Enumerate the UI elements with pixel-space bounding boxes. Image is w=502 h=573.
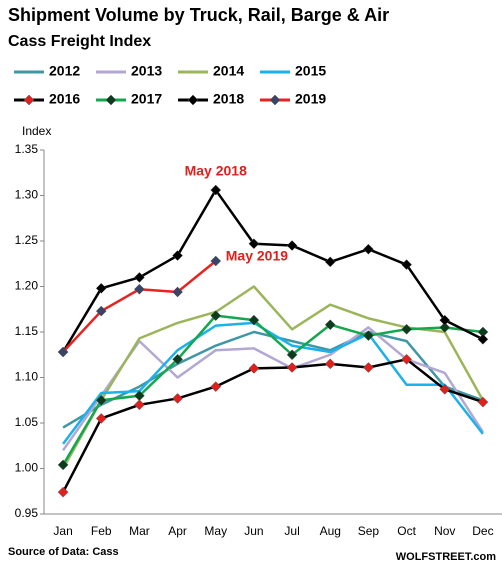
annotation: May 2019 bbox=[226, 248, 288, 264]
series-marker bbox=[172, 250, 183, 261]
series-marker bbox=[248, 238, 260, 250]
chart-title: Shipment Volume by Truck, Rail, Barge & … bbox=[8, 5, 389, 25]
x-tick-label: Sep bbox=[358, 524, 380, 538]
series-marker bbox=[134, 283, 145, 295]
series-marker bbox=[95, 394, 107, 406]
y-tick-label: 1.05 bbox=[15, 415, 39, 429]
legend-label: 2013 bbox=[131, 63, 162, 79]
series-marker bbox=[363, 330, 374, 341]
series-marker bbox=[210, 184, 222, 196]
series-marker bbox=[401, 353, 412, 365]
legend-marker bbox=[105, 94, 117, 106]
y-tick-label: 1.15 bbox=[15, 324, 39, 338]
series-marker bbox=[324, 358, 336, 370]
series-marker bbox=[439, 322, 451, 333]
series-marker bbox=[286, 240, 298, 251]
legend-label: 2012 bbox=[49, 63, 80, 79]
series-marker bbox=[57, 486, 69, 498]
series-line bbox=[62, 321, 484, 445]
series-line bbox=[61, 285, 485, 470]
legend-label: 2019 bbox=[295, 91, 326, 107]
series-marker bbox=[172, 353, 183, 365]
brand: WOLFSTREET.com bbox=[396, 551, 496, 563]
x-tick-label: Apr bbox=[168, 524, 187, 538]
y-tick-label: 1.20 bbox=[15, 279, 39, 293]
y-axis-label: Index bbox=[22, 124, 51, 138]
series-marker bbox=[477, 396, 489, 408]
legend-marker bbox=[187, 94, 199, 106]
series-marker bbox=[363, 243, 374, 255]
series-marker bbox=[286, 362, 298, 373]
x-tick-label: Dec bbox=[472, 524, 493, 538]
x-tick-label: Feb bbox=[91, 524, 112, 538]
series-line bbox=[62, 314, 484, 466]
series-marker bbox=[248, 314, 260, 326]
series-marker bbox=[286, 349, 298, 361]
series-line bbox=[62, 188, 484, 353]
x-tick-label: Jan bbox=[53, 524, 72, 538]
series-marker bbox=[95, 413, 107, 424]
series-marker bbox=[134, 272, 145, 283]
x-tick-label: Oct bbox=[397, 524, 416, 538]
series-marker bbox=[172, 393, 183, 404]
series-marker bbox=[248, 363, 260, 374]
x-tick-label: Nov bbox=[434, 524, 455, 538]
x-tick-label: Aug bbox=[320, 524, 341, 538]
series-marker bbox=[57, 346, 69, 358]
series-marker bbox=[324, 319, 336, 331]
legend-label: 2018 bbox=[213, 91, 244, 107]
series-line bbox=[62, 330, 484, 429]
x-tick-label: May bbox=[204, 524, 227, 538]
series-line bbox=[61, 358, 484, 493]
chart-subtitle: Cass Freight Index bbox=[8, 33, 151, 50]
x-tick-label: Jun bbox=[244, 524, 263, 538]
legend-label: 2015 bbox=[295, 63, 326, 79]
legend-label: 2014 bbox=[213, 63, 244, 79]
series-marker bbox=[324, 256, 336, 268]
y-tick-label: 1.30 bbox=[15, 188, 39, 202]
series-marker bbox=[95, 305, 107, 317]
series-marker bbox=[57, 459, 69, 471]
x-tick-label: Jul bbox=[284, 524, 299, 538]
series-marker bbox=[210, 255, 222, 267]
series-marker bbox=[401, 323, 412, 335]
legend-marker bbox=[269, 94, 281, 106]
x-tick-label: Mar bbox=[129, 524, 150, 538]
legend-marker bbox=[23, 94, 35, 106]
series-line bbox=[62, 326, 484, 452]
y-tick-label: 1.00 bbox=[15, 461, 39, 475]
source: Source of Data: Cass bbox=[8, 546, 119, 558]
y-tick-label: 1.10 bbox=[15, 370, 39, 384]
series-marker bbox=[439, 383, 451, 395]
series-marker bbox=[172, 286, 183, 298]
legend-label: 2017 bbox=[131, 91, 162, 107]
y-tick-label: 1.35 bbox=[15, 142, 39, 156]
series-marker bbox=[210, 381, 222, 392]
annotation: May 2018 bbox=[185, 163, 247, 179]
series-marker bbox=[134, 399, 145, 411]
series-marker bbox=[95, 282, 107, 294]
series-marker bbox=[210, 310, 222, 321]
y-tick-label: 0.95 bbox=[15, 506, 39, 520]
series-marker bbox=[401, 259, 412, 271]
legend-label: 2016 bbox=[49, 91, 80, 107]
series-marker bbox=[363, 362, 374, 373]
y-tick-label: 1.25 bbox=[15, 233, 39, 247]
series-marker bbox=[439, 314, 451, 326]
series-marker bbox=[477, 333, 489, 345]
series-marker bbox=[134, 390, 145, 402]
